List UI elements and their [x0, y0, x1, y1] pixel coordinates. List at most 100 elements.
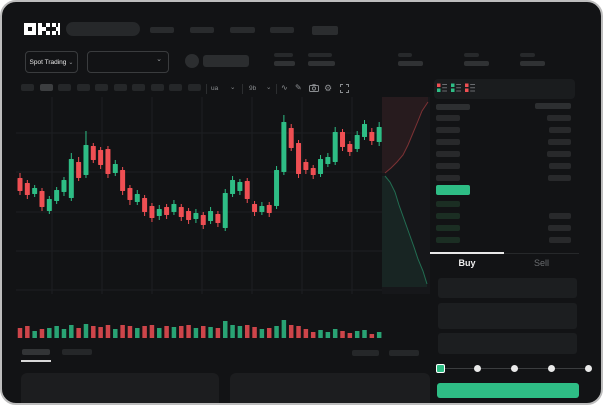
timeframe-button[interactable] — [150, 84, 164, 91]
timeframe-button[interactable] — [39, 84, 53, 91]
volume-bar — [32, 331, 37, 338]
ask-row-price[interactable] — [436, 127, 460, 133]
candle — [32, 188, 38, 194]
timeframe-button[interactable] — [132, 84, 145, 91]
total-field[interactable] — [438, 333, 577, 354]
market-type-selector[interactable]: Spot Trading ⌄ — [25, 51, 78, 73]
candle — [24, 183, 30, 195]
book-bids-icon[interactable] — [451, 83, 461, 93]
slider-handle[interactable] — [435, 363, 445, 373]
volume-bar — [69, 325, 74, 338]
gear-icon[interactable]: ⚙ — [324, 83, 333, 93]
price-field[interactable] — [438, 278, 577, 298]
volume-bar — [105, 325, 111, 338]
volume-bar — [120, 325, 125, 338]
slider-stop[interactable] — [584, 364, 592, 372]
bottom-tab[interactable] — [22, 349, 50, 355]
volume-bar — [215, 328, 221, 338]
coin-avatar — [185, 54, 199, 68]
volume-bar — [25, 326, 30, 338]
expand-icon[interactable] — [340, 84, 349, 93]
tab-buy[interactable]: Buy — [458, 258, 476, 268]
timeframe-button[interactable] — [169, 84, 182, 91]
volume-bar — [230, 325, 235, 338]
book-asks-icon[interactable] — [465, 83, 475, 93]
candle — [149, 206, 155, 218]
bottom-chip[interactable] — [352, 350, 379, 356]
slider-stop[interactable] — [547, 364, 555, 372]
candle — [39, 191, 45, 207]
ask-row-price[interactable] — [436, 175, 460, 181]
bottom-chip[interactable] — [389, 350, 419, 356]
timeframe-button[interactable] — [21, 84, 34, 91]
volume-bar — [142, 326, 147, 338]
indicator-dropdown-2[interactable]: 9b — [249, 85, 257, 92]
bid-row-price[interactable] — [436, 201, 460, 207]
candle — [354, 135, 360, 149]
nav-item[interactable] — [230, 27, 255, 33]
candle — [90, 146, 96, 160]
candle — [120, 170, 126, 191]
amount-field[interactable] — [438, 303, 577, 329]
volume-bar — [186, 325, 191, 338]
candle — [193, 213, 199, 219]
candle — [340, 132, 346, 147]
candle — [281, 122, 287, 172]
indicator-dropdown-1[interactable]: ua — [211, 85, 219, 92]
camera-icon[interactable] — [309, 84, 319, 92]
chevron-down-icon: ⌄ — [156, 56, 162, 63]
candle — [76, 162, 82, 178]
book-combined-icon-glyph — [437, 83, 447, 92]
bid-row-price[interactable] — [436, 225, 460, 231]
nav-action-item[interactable] — [312, 26, 338, 35]
chevron-down-icon: ⌄ — [68, 59, 74, 66]
candle — [215, 214, 221, 223]
candle — [127, 188, 133, 200]
timeframe-button[interactable] — [113, 84, 127, 91]
nav-item[interactable] — [150, 27, 174, 33]
bid-row-price[interactable] — [436, 237, 460, 243]
book-bids-icon-glyph — [451, 83, 461, 92]
volume-bar — [288, 325, 294, 338]
wave-icon[interactable]: ∿ — [281, 83, 288, 92]
bottom-tab[interactable] — [62, 349, 92, 355]
nav-item[interactable] — [190, 27, 214, 33]
pencil-icon[interactable]: ✎ — [295, 83, 302, 92]
candle — [230, 180, 236, 194]
timeframe-button[interactable] — [58, 84, 71, 91]
chevron-down-icon[interactable]: ⌄ — [266, 84, 272, 91]
ask-row-amount — [548, 175, 571, 181]
candle — [105, 149, 111, 174]
candle — [376, 127, 382, 142]
book-combined-icon[interactable] — [437, 83, 447, 93]
volume-bar — [252, 327, 257, 338]
ask-row-price[interactable] — [436, 139, 460, 145]
buy-submit-button[interactable] — [437, 383, 579, 398]
asks-depth-fill — [382, 97, 428, 173]
instrument-dropdown[interactable]: ⌄ — [87, 51, 169, 73]
chevron-down-icon[interactable]: ⌄ — [230, 84, 236, 91]
bid-row-price[interactable] — [436, 213, 460, 219]
slider-stop[interactable] — [473, 364, 481, 372]
candlestick-chart[interactable] — [16, 97, 382, 294]
nav-item[interactable] — [270, 27, 294, 33]
candle — [222, 193, 228, 228]
candle — [208, 211, 214, 221]
book-asks-icon-glyph — [465, 83, 475, 92]
slider-stop[interactable] — [510, 364, 518, 372]
timeframe-button[interactable] — [95, 84, 108, 91]
last-price-badge[interactable] — [436, 185, 470, 195]
tab-divider — [430, 253, 579, 254]
ask-row-price[interactable] — [436, 151, 460, 157]
ask-row-price[interactable] — [436, 163, 460, 169]
search-input[interactable] — [66, 22, 140, 36]
ask-row-price[interactable] — [436, 115, 460, 121]
stat-value — [464, 61, 489, 66]
timeframe-button[interactable] — [76, 84, 90, 91]
ask-row-amount — [548, 139, 571, 145]
timeframe-button[interactable] — [187, 84, 201, 91]
stat-label — [464, 53, 479, 57]
tab-sell[interactable]: Sell — [533, 258, 549, 268]
volume-bar — [17, 328, 23, 338]
ask-row-amount — [547, 115, 571, 121]
